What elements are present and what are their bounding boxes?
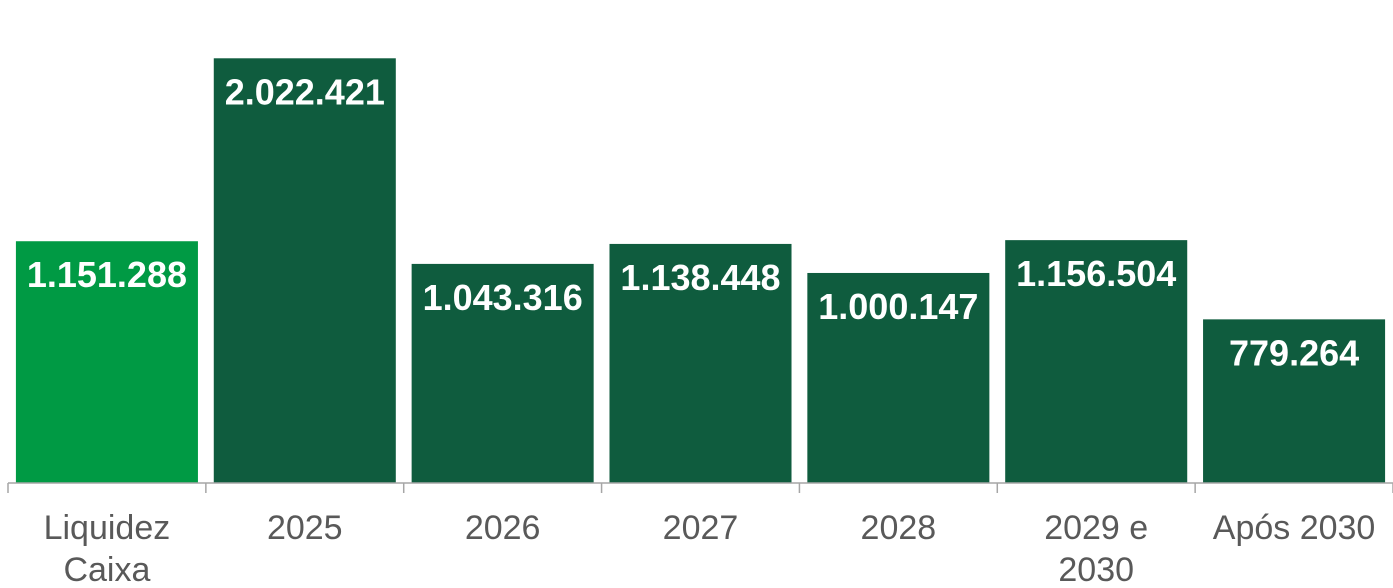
- category-label: 2026: [465, 509, 541, 547]
- bar: [807, 272, 990, 483]
- bar-value-label: 1.138.448: [620, 257, 780, 298]
- bar-value-label: 2.022.421: [225, 71, 385, 112]
- bar-value-label: 779.264: [1229, 332, 1359, 373]
- category-label: 2029 e 2030: [1044, 509, 1148, 588]
- bar: [213, 58, 396, 483]
- category-label: 2027: [663, 509, 739, 547]
- bar: [15, 241, 198, 483]
- category-label: Liquidez Caixa: [44, 509, 171, 588]
- bar: [1005, 240, 1188, 483]
- x-axis-ticks: [7, 483, 1393, 493]
- bar-value-label: 1.000.147: [818, 286, 978, 327]
- bar-value-label: 1.156.504: [1016, 253, 1176, 294]
- category-label: 2028: [861, 509, 937, 547]
- bar-value-label: 1.151.288: [27, 254, 187, 295]
- bars-group: [15, 58, 1386, 483]
- bar-value-label: 1.043.316: [423, 277, 583, 318]
- category-labels-group: Liquidez Caixa 2025 2026 2027 2028 2029 e 2030 A…: [44, 509, 1376, 588]
- category-label: 2025: [267, 509, 343, 547]
- category-label: Após 2030: [1213, 509, 1376, 547]
- bar: [411, 263, 594, 483]
- bar: [609, 243, 792, 483]
- value-labels-group: 1.151.288 2.022.421 1.043.316 1.138.448 1.00…: [27, 71, 1359, 373]
- bar: [1203, 319, 1386, 483]
